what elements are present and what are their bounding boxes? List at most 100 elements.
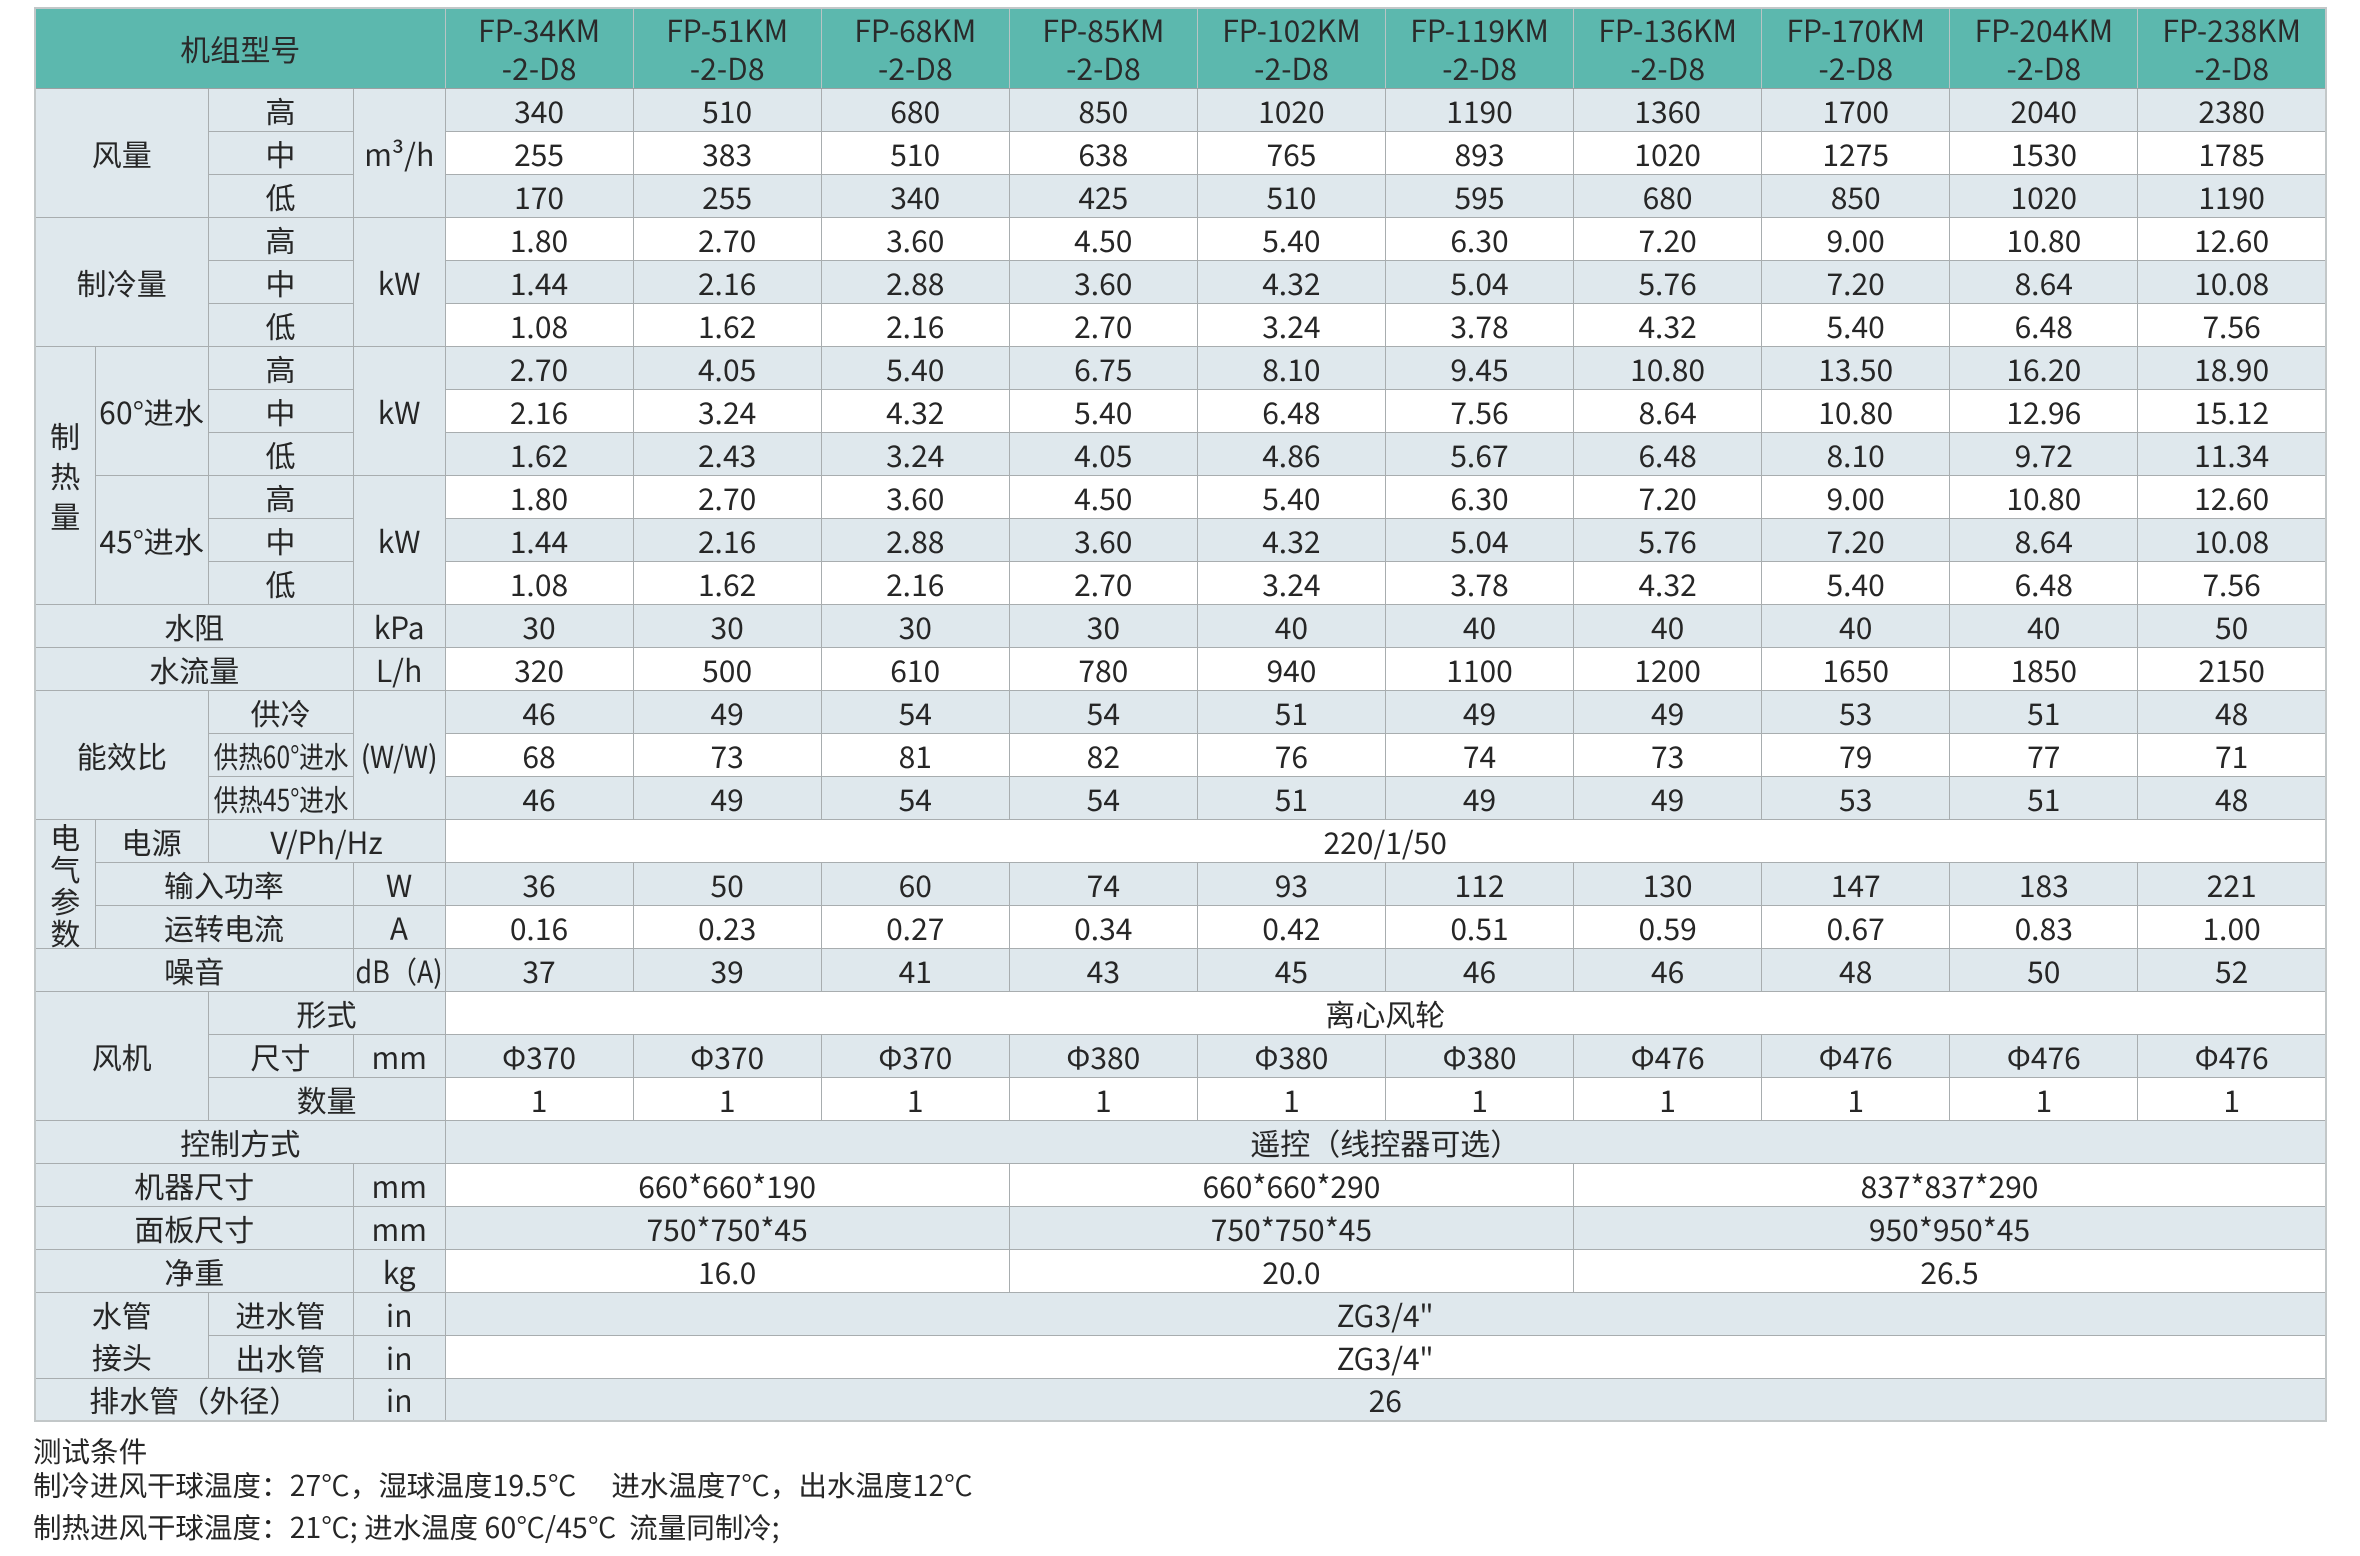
value-cell: 0.67 — [1761, 904, 1951, 949]
row-label-noise: 噪音 — [34, 947, 354, 992]
row-label-airflow: 风量 — [34, 87, 209, 218]
row-fan-form: 风机 形式 离心风轮 — [34, 990, 2327, 1121]
value-cell: 8.64 — [1573, 388, 1763, 433]
spec-table: 机组型号 FP-34KM -2-D8 FP-51KM -2-D8 FP-68KM -2-D… — [34, 7, 2327, 1422]
row-heating45-mid: 中 1.44 2.16 2.88 3.60 4.32 5.04 5.76 7.20 8.64 10… — [35, 517, 2327, 562]
unit-label-fan-size: mm — [352, 1033, 446, 1078]
value-cell: 1275 — [1761, 130, 1951, 175]
value-cell: 0.27 — [820, 904, 1010, 949]
unit-label-heating-60: kW — [352, 345, 446, 476]
corner-label: 机组型号 — [34, 7, 446, 89]
value-cell: 147 — [1761, 861, 1951, 906]
value-cell: 46 — [444, 689, 634, 734]
value-unit-size-2: 660*660*290 — [1008, 1162, 1575, 1207]
unit-label-cooling: kW — [352, 216, 446, 347]
value-cell: 15.12 — [2137, 388, 2327, 433]
value-cell: 8.10 — [1761, 431, 1951, 476]
value-cell: 3.24 — [632, 388, 822, 433]
mode-label: 供热60°进水 — [207, 732, 354, 777]
value-cell: 170 — [444, 173, 634, 218]
value-cell: 1 — [2137, 1076, 2327, 1121]
value-cell: 340 — [820, 173, 1010, 218]
unit-label-unit-size: mm — [352, 1162, 446, 1207]
value-cell: 40 — [1761, 603, 1951, 648]
speed-label: 中 — [207, 388, 354, 433]
row-label-cooling: 制冷量 — [34, 216, 209, 347]
value-cell: 36 — [444, 861, 634, 906]
row-cooling-high: 制冷量 高 kW 1.80 2.70 3.60 4.50 5.40 6.30 7.20 9.0… — [34, 216, 2327, 347]
value-cell: 1190 — [2137, 173, 2327, 218]
model-name: FP-238KM — [2162, 8, 2301, 52]
value-cell: 8.64 — [1949, 259, 2139, 304]
value-cell: 79 — [1761, 732, 1951, 777]
value-cell: 340 — [444, 87, 634, 132]
mode-label: 供热45°进水 — [207, 775, 354, 820]
value-net-weight-1: 16.0 — [444, 1248, 1010, 1293]
value-cell: 1100 — [1384, 646, 1575, 691]
value-cell: 1 — [1384, 1076, 1575, 1121]
row-heating45-low: 低 1.08 1.62 2.16 2.70 3.24 3.78 4.32 5.40 6.48 7.… — [35, 560, 2327, 605]
value-cell: 2.88 — [820, 517, 1010, 562]
value-net-weight-2: 20.0 — [1008, 1248, 1575, 1293]
value-cell: 73 — [1573, 732, 1763, 777]
value-cell: 221 — [2137, 861, 2327, 906]
value-cell: 46 — [444, 775, 634, 820]
row-control-mode: 控制方式 遥控（线控器可选） — [34, 1119, 2327, 1164]
value-cell: 2.70 — [632, 216, 822, 261]
row-pipe-outlet: 出水管 in ZG3/4" — [35, 1334, 2327, 1379]
row-label-water-resistance: 水阻 — [34, 603, 354, 648]
value-cell: 51 — [1949, 689, 2139, 734]
row-cooling-mid: 中 1.44 2.16 2.88 3.60 4.32 5.04 5.76 7.20 8.64 10… — [35, 259, 2327, 304]
value-cell: 5.76 — [1573, 517, 1763, 562]
value-drain-pipe: 26 — [444, 1377, 2327, 1422]
value-cell: 82 — [1008, 732, 1198, 777]
pipe-joint-line1: 水管 — [91, 1292, 152, 1336]
value-cell: 0.34 — [1008, 904, 1198, 949]
value-cell: Φ476 — [1949, 1033, 2139, 1078]
value-cell: 6.48 — [1196, 388, 1386, 433]
row-panel-size: 面板尺寸 mm 750*750*45 750*750*45 950*950*45 — [34, 1205, 2327, 1250]
value-cell: 1 — [444, 1076, 634, 1121]
model-suffix: -2-D8 — [2006, 45, 2082, 88]
value-cell: 1190 — [1384, 87, 1575, 132]
value-cell: 11.34 — [2137, 431, 2327, 476]
value-cell: 4.32 — [1573, 560, 1763, 605]
value-cell: 81 — [820, 732, 1010, 777]
value-cell: 940 — [1196, 646, 1386, 691]
value-panel-size-1: 750*750*45 — [444, 1205, 1010, 1250]
test-conditions-cooling: 制冷进风干球温度：27°C，湿球温度19.5°C 进水温度7°C，出水温度12°… — [33, 1464, 973, 1505]
value-cell: 893 — [1384, 130, 1575, 175]
vertical-label-char: 参 — [50, 877, 81, 922]
model-suffix: -2-D8 — [1630, 45, 1705, 88]
row-heating60-low: 低 1.62 2.43 3.24 4.05 4.86 5.67 6.48 8.10 9.72 11… — [35, 431, 2327, 476]
value-cell: 10.08 — [2137, 517, 2327, 562]
speed-label: 高 — [207, 345, 354, 390]
value-cell: 10.80 — [1573, 345, 1763, 390]
model-suffix: -2-D8 — [1442, 45, 1517, 88]
value-cell: 5.40 — [1196, 474, 1386, 519]
value-cell: 1785 — [2137, 130, 2327, 175]
value-panel-size-2: 750*750*45 — [1008, 1205, 1575, 1250]
model-header: FP-85KM -2-D8 — [1008, 7, 1198, 89]
model-name: FP-68KM — [854, 8, 977, 52]
row-heating45-high: 45°进水 高 kW 1.80 2.70 3.60 4.50 5.40 6.30 7.20 9… — [35, 474, 2327, 605]
row-unit-size: 机器尺寸 mm 660*660*190 660*660*290 837*837*… — [34, 1162, 2327, 1207]
model-name: FP-119KM — [1410, 8, 1549, 52]
value-cell: 112 — [1384, 861, 1575, 906]
value-cell: 320 — [444, 646, 634, 691]
value-cell: 6.48 — [1573, 431, 1763, 476]
value-cell: Φ370 — [444, 1033, 634, 1078]
row-label-pipe-outlet: 出水管 — [207, 1334, 354, 1379]
value-cell: 9.00 — [1761, 216, 1951, 261]
row-label-eer: 能效比 — [34, 689, 209, 820]
value-cell: 4.32 — [1196, 517, 1386, 562]
value-cell: 49 — [1573, 689, 1763, 734]
value-cell: Φ380 — [1196, 1033, 1386, 1078]
value-cell: Φ380 — [1008, 1033, 1198, 1078]
value-cell: 49 — [1384, 689, 1575, 734]
model-name: FP-204KM — [1974, 8, 2114, 52]
value-cell: 5.04 — [1384, 517, 1575, 562]
value-cell: 780 — [1008, 646, 1198, 691]
value-cell: 1 — [1761, 1076, 1951, 1121]
value-cell: 5.67 — [1384, 431, 1575, 476]
